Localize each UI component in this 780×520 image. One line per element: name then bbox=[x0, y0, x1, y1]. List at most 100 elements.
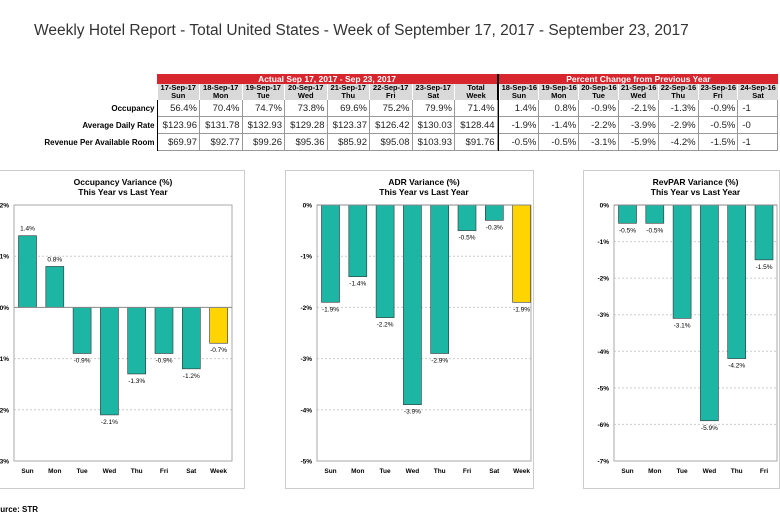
y-tick-label: 0% bbox=[303, 203, 313, 210]
day-header: Wed bbox=[617, 92, 659, 100]
change-value: -0.9% bbox=[698, 100, 739, 117]
bar-mon bbox=[348, 204, 368, 277]
x-tick-label: Fri bbox=[760, 468, 769, 475]
x-tick-label: Sun bbox=[21, 468, 33, 475]
actual-value: $126.42 bbox=[369, 116, 413, 134]
day-header: Tue bbox=[241, 92, 285, 100]
change-value: -0.5% bbox=[698, 116, 739, 134]
x-tick-label: Sun bbox=[621, 468, 633, 475]
day-header: Sun bbox=[156, 92, 200, 100]
chart-title: RevPAR Variance (%) bbox=[653, 177, 739, 187]
day-header: Fri bbox=[697, 92, 738, 100]
data-label: -2.1% bbox=[101, 419, 118, 426]
bar-sun bbox=[618, 204, 637, 224]
actual-value: $130.03 bbox=[412, 116, 455, 134]
blank-cell bbox=[0, 84, 157, 92]
day-header: Sun bbox=[498, 92, 539, 100]
date-header: 19-Sep-16 bbox=[538, 84, 579, 92]
y-tick-label: 1% bbox=[0, 254, 9, 261]
bar-week bbox=[209, 307, 228, 344]
y-tick-label: -1% bbox=[0, 356, 9, 363]
y-tick-label: -6% bbox=[597, 422, 609, 429]
actual-value: 74.7% bbox=[242, 100, 285, 117]
actual-value: $85.92 bbox=[327, 133, 370, 151]
row-label: Revenue Per Available Room bbox=[0, 133, 158, 151]
adr-variance-chart: ADR Variance (%)This Year vs Last Year 0%… bbox=[300, 177, 532, 475]
data-label: -0.5% bbox=[619, 227, 636, 234]
x-tick-label: Mon bbox=[48, 468, 61, 475]
actual-value: $99.26 bbox=[242, 133, 285, 151]
actual-value: 73.8% bbox=[284, 100, 328, 117]
change-value: -2.2% bbox=[578, 116, 619, 134]
date-header: 24-Sep-16 bbox=[737, 84, 778, 92]
data-label: -0.3% bbox=[486, 224, 503, 231]
actual-value: $95.08 bbox=[369, 133, 413, 151]
bar-wed bbox=[403, 204, 422, 405]
x-tick-label: Tue bbox=[77, 468, 88, 475]
column-separator bbox=[497, 133, 500, 151]
x-tick-label: Mon bbox=[648, 468, 661, 475]
revpar-chart-panel: RevPAR Variance (%) This Year vs Last Yea… bbox=[583, 170, 780, 489]
row-label: Occupancy bbox=[0, 100, 158, 117]
bar-fri bbox=[754, 204, 774, 261]
date-header: 21-Sep-16 bbox=[617, 84, 659, 92]
chart-subtitle: This Year vs Last Year bbox=[651, 187, 741, 197]
x-tick-label: Thu bbox=[434, 468, 446, 475]
day-header: Thu bbox=[657, 92, 699, 100]
column-separator bbox=[497, 84, 500, 92]
date-header: 23-Sep-16 bbox=[697, 84, 738, 92]
day-header: Week bbox=[454, 92, 498, 100]
x-tick-label: Sat bbox=[186, 468, 197, 475]
bar-tue bbox=[375, 204, 395, 318]
data-label: -1.3% bbox=[128, 378, 145, 385]
day-header: Wed bbox=[284, 92, 327, 100]
bar-fri bbox=[457, 204, 477, 231]
x-tick-label: Thu bbox=[731, 468, 743, 475]
x-tick-label: Tue bbox=[380, 468, 391, 475]
data-label: -0.5% bbox=[646, 227, 663, 234]
column-separator bbox=[497, 74, 500, 84]
actual-value: $123.37 bbox=[327, 116, 370, 134]
data-label: -4.2% bbox=[728, 363, 745, 370]
y-tick-label: -7% bbox=[597, 459, 609, 466]
data-label: -1.9% bbox=[322, 306, 339, 313]
x-tick-label: Thu bbox=[131, 468, 143, 475]
revpar-variance-chart: RevPAR Variance (%)This Year vs Last Yea… bbox=[597, 177, 778, 475]
y-tick-label: -1% bbox=[300, 254, 312, 261]
percent-change-header: Percent Change from Previous Year bbox=[499, 74, 778, 84]
actual-period-header: Actual Sep 17, 2017 - Sep 23, 2017 bbox=[157, 74, 498, 84]
actual-value: $91.76 bbox=[454, 133, 498, 151]
actual-value: 70.4% bbox=[199, 100, 243, 117]
bar-sat bbox=[485, 204, 504, 221]
change-value: 1.4% bbox=[499, 100, 540, 117]
date-header: 19-Sep-17 bbox=[241, 84, 285, 92]
column-separator bbox=[497, 100, 500, 117]
data-label: -0.9% bbox=[156, 357, 173, 364]
day-header: Thu bbox=[326, 92, 370, 100]
change-value: -3.9% bbox=[618, 116, 659, 134]
bar-tue bbox=[72, 307, 92, 354]
bar-tue bbox=[672, 204, 692, 319]
change-value: -4.2% bbox=[658, 133, 699, 151]
change-value: -3.1% bbox=[578, 133, 619, 151]
day-header: Fri bbox=[369, 92, 412, 100]
y-tick-label: -4% bbox=[300, 407, 312, 414]
change-value: -1 bbox=[737, 100, 779, 117]
date-header: 20-Sep-16 bbox=[578, 84, 619, 92]
data-label: -1.4% bbox=[349, 281, 366, 288]
y-tick-label: -5% bbox=[300, 459, 312, 466]
table-row: Average Daily Rate $123.96 $131.78 $132.93 $… bbox=[0, 116, 779, 134]
chart-subtitle: This Year vs Last Year bbox=[78, 187, 168, 197]
data-label: -0.5% bbox=[459, 235, 476, 242]
y-tick-label: -4% bbox=[597, 349, 609, 356]
bar-thu bbox=[127, 307, 146, 375]
day-header: Sat bbox=[411, 92, 455, 100]
x-tick-label: Sat bbox=[489, 468, 500, 475]
data-label: -5.9% bbox=[701, 425, 718, 432]
y-tick-label: -2% bbox=[300, 305, 312, 312]
bar-wed bbox=[100, 307, 119, 416]
day-header: Mon bbox=[538, 92, 579, 100]
actual-value: $95.36 bbox=[284, 133, 328, 151]
actual-value: $129.28 bbox=[284, 116, 328, 134]
y-tick-label: -5% bbox=[597, 385, 609, 392]
